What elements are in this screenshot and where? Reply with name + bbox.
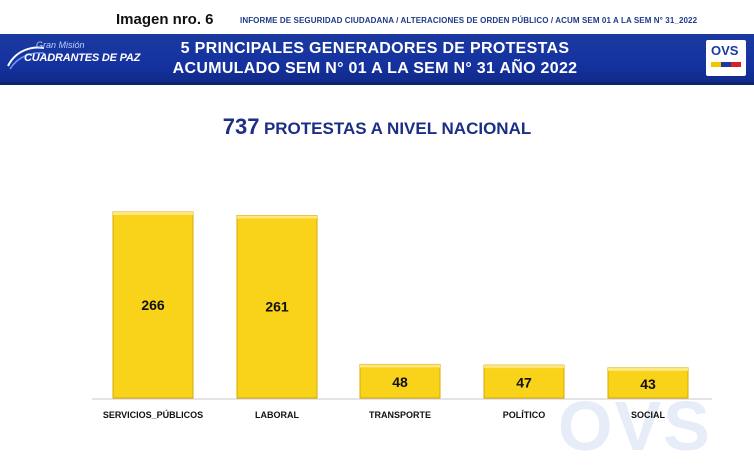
data-label-3: 48 [392, 374, 408, 390]
bar-highlight-4 [484, 365, 564, 369]
category-label-3: TRANSPORTE [369, 410, 431, 420]
total-protests-heading: 737 PROTESTAS A NIVEL NACIONAL [0, 114, 754, 140]
bar-highlight-2 [237, 215, 317, 219]
data-label-2: 261 [265, 299, 289, 315]
category-label-2: LABORAL [255, 410, 299, 420]
total-protests-label: PROTESTAS A NIVEL NACIONAL [263, 119, 532, 138]
report-line: INFORME DE SEGURIDAD CIUDADANA / ALTERAC… [240, 16, 698, 25]
chart-title-line2: ACUMULADO SEM N° 01 A LA SEM N° 31 AÑO 2… [172, 60, 578, 77]
bar-3 [359, 363, 441, 399]
title-banner [0, 34, 754, 84]
bar-2 [236, 214, 318, 399]
flag-stripe-icon [711, 62, 741, 67]
bar-chart: 266 SERVICIOS_PÚBLICOS 261 LABORAL 48 TRANSPO… [92, 211, 712, 420]
banner-divider [0, 82, 754, 85]
category-label-4: POLÍTICO [503, 410, 546, 420]
bar-1 [112, 211, 194, 399]
image-label: Imagen nro. 6 [116, 11, 214, 28]
brand-name: CUADRANTES DE PAZ [24, 52, 141, 64]
ovs-logo: OVS [706, 40, 746, 76]
bar-4 [483, 364, 565, 399]
top-strip [0, 0, 754, 34]
data-label-1: 266 [141, 297, 165, 313]
total-protests-number: 737 [222, 114, 260, 139]
chart-title-line1: 5 PRINCIPALES GENERADORES DE PROTESTAS [180, 40, 570, 57]
brand-logo: Gran Misión CUADRANTES DE PAZ [6, 40, 140, 72]
ovs-logo-text: OVS [711, 43, 739, 58]
category-label-1: SERVICIOS_PÚBLICOS [103, 409, 203, 420]
category-label-5: SOCIAL [631, 410, 666, 420]
brand-small-text: Gran Misión [36, 40, 85, 50]
bar-highlight-3 [360, 364, 440, 368]
data-label-4: 47 [516, 375, 532, 391]
swoosh-icon [7, 46, 45, 70]
bar-highlight-1 [113, 212, 193, 215]
bar-highlight-5 [608, 367, 688, 371]
data-label-5: 43 [640, 376, 656, 392]
